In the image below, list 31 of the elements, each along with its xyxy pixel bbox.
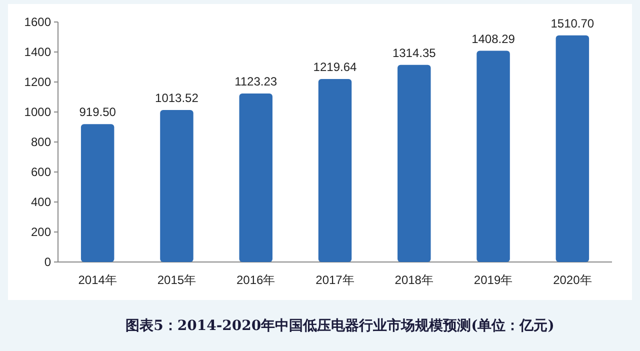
bar bbox=[398, 64, 431, 262]
x-tick-label: 2019年 bbox=[474, 273, 513, 287]
y-tick-label: 0 bbox=[44, 255, 52, 269]
data-label: 1408.29 bbox=[472, 32, 516, 46]
data-label: 1123.23 bbox=[234, 74, 278, 89]
bar bbox=[476, 50, 510, 262]
y-tick-label: 1200 bbox=[24, 75, 52, 89]
bar bbox=[239, 94, 272, 262]
data-label: 1219.64 bbox=[313, 60, 358, 74]
y-tick-label: 1000 bbox=[24, 105, 52, 119]
y-tick-label: 600 bbox=[30, 165, 52, 179]
y-tick-label: 200 bbox=[30, 225, 52, 239]
x-tick-label: 2015年 bbox=[157, 273, 196, 287]
bar bbox=[160, 110, 194, 262]
x-tick-label: 2018年 bbox=[394, 273, 434, 287]
y-tick-label: 1400 bbox=[24, 45, 52, 59]
x-tick-label: 2016年 bbox=[236, 273, 276, 287]
x-tick-label: 2014年 bbox=[78, 273, 117, 287]
y-tick-label: 1600 bbox=[24, 15, 52, 29]
y-tick-label: 800 bbox=[30, 135, 52, 149]
y-tick-label: 400 bbox=[30, 195, 52, 209]
x-tick-label: 2017年 bbox=[316, 273, 354, 287]
data-label: 1314.35 bbox=[392, 46, 436, 60]
bar bbox=[318, 79, 352, 262]
data-label: 919.50 bbox=[79, 105, 116, 120]
bar bbox=[556, 35, 590, 262]
data-label: 1013.52 bbox=[155, 90, 199, 105]
bar bbox=[80, 124, 114, 262]
data-label: 1510.70 bbox=[550, 16, 594, 30]
text: 图表5：2014-2020年中国低压电器行业市场规模预测(单位：亿元) bbox=[126, 317, 554, 334]
x-tick-label: 2020年 bbox=[553, 273, 592, 287]
